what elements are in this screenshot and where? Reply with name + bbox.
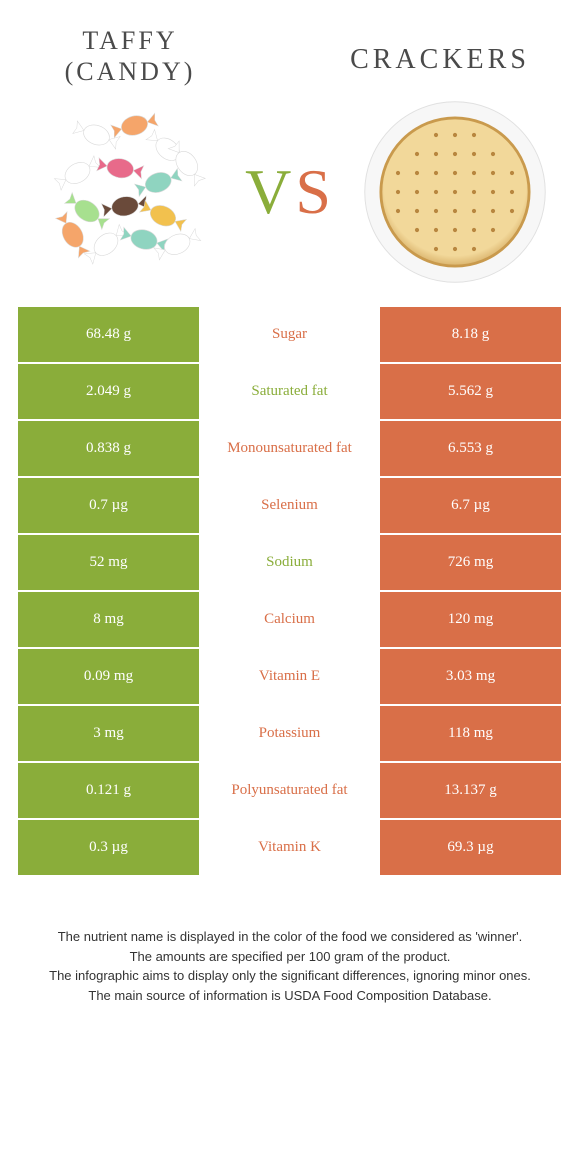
right-value: 3.03 mg	[380, 649, 561, 704]
right-value: 6.553 g	[380, 421, 561, 476]
nutrient-label: Vitamin E	[199, 649, 380, 704]
left-value: 0.7 µg	[18, 478, 199, 533]
table-row: 0.09 mgVitamin E3.03 mg	[18, 649, 562, 704]
nutrient-label: Selenium	[199, 478, 380, 533]
nutrient-label: Sugar	[199, 307, 380, 362]
left-value: 0.838 g	[18, 421, 199, 476]
taffy-image	[30, 97, 220, 287]
title-left-line2: (candy)	[30, 56, 230, 87]
nutrient-label: Polyunsaturated fat	[199, 763, 380, 818]
table-row: 2.049 gSaturated fat5.562 g	[18, 364, 562, 419]
left-value: 68.48 g	[18, 307, 199, 362]
left-value: 52 mg	[18, 535, 199, 590]
left-value: 0.121 g	[18, 763, 199, 818]
vs-v: V	[245, 156, 295, 227]
table-row: 52 mgSodium726 mg	[18, 535, 562, 590]
table-row: 0.838 gMonounsaturated fat6.553 g	[18, 421, 562, 476]
right-value: 69.3 µg	[380, 820, 561, 875]
title-right: Crackers	[330, 25, 550, 77]
table-row: 68.48 gSugar8.18 g	[18, 307, 562, 362]
table-row: 0.7 µgSelenium6.7 µg	[18, 478, 562, 533]
right-value: 13.137 g	[380, 763, 561, 818]
nutrient-label: Monounsaturated fat	[199, 421, 380, 476]
footer-line-3: The infographic aims to display only the…	[30, 966, 550, 986]
right-value: 118 mg	[380, 706, 561, 761]
hero-row: VS	[0, 97, 580, 307]
right-value: 726 mg	[380, 535, 561, 590]
cracker-image	[360, 97, 550, 287]
footer-notes: The nutrient name is displayed in the co…	[0, 877, 580, 1005]
left-value: 0.09 mg	[18, 649, 199, 704]
left-value: 3 mg	[18, 706, 199, 761]
left-value: 2.049 g	[18, 364, 199, 419]
comparison-table: 68.48 gSugar8.18 g2.049 gSaturated fat5.…	[0, 307, 580, 875]
nutrient-label: Calcium	[199, 592, 380, 647]
nutrient-label: Saturated fat	[199, 364, 380, 419]
table-row: 0.3 µgVitamin K69.3 µg	[18, 820, 562, 875]
table-row: 0.121 gPolyunsaturated fat13.137 g	[18, 763, 562, 818]
left-value: 0.3 µg	[18, 820, 199, 875]
right-value: 5.562 g	[380, 364, 561, 419]
table-row: 8 mgCalcium120 mg	[18, 592, 562, 647]
left-value: 8 mg	[18, 592, 199, 647]
right-value: 120 mg	[380, 592, 561, 647]
title-left: Taffy (candy)	[30, 25, 230, 87]
title-left-line1: Taffy	[82, 26, 177, 55]
footer-line-2: The amounts are specified per 100 gram o…	[30, 947, 550, 967]
nutrient-label: Sodium	[199, 535, 380, 590]
table-row: 3 mgPotassium118 mg	[18, 706, 562, 761]
header: Taffy (candy) Crackers	[0, 0, 580, 97]
vs-label: VS	[245, 155, 335, 229]
footer-line-1: The nutrient name is displayed in the co…	[30, 927, 550, 947]
right-value: 6.7 µg	[380, 478, 561, 533]
nutrient-label: Potassium	[199, 706, 380, 761]
right-value: 8.18 g	[380, 307, 561, 362]
footer-line-4: The main source of information is USDA F…	[30, 986, 550, 1006]
vs-s: S	[295, 156, 335, 227]
nutrient-label: Vitamin K	[199, 820, 380, 875]
